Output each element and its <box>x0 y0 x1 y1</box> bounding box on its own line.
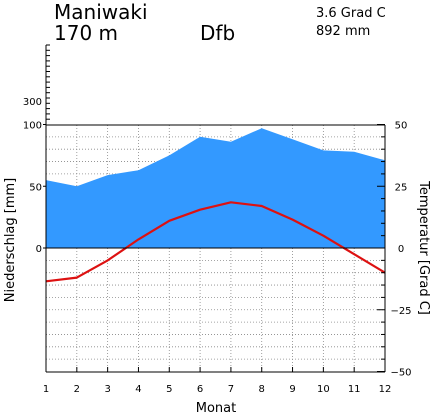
temp-tick-label: −25 <box>390 306 411 317</box>
x-tick-label: 8 <box>259 384 265 395</box>
x-tick-label: 1 <box>43 384 49 395</box>
climate-class: Dfb <box>200 21 235 45</box>
temp-tick-label: 50 <box>395 121 408 132</box>
precipitation-area <box>46 128 385 248</box>
x-tick-label: 10 <box>317 384 330 395</box>
x-tick-label: 3 <box>104 384 110 395</box>
x-tick-label: 11 <box>348 384 361 395</box>
precip-tick-label: 50 <box>29 182 42 193</box>
x-tick-label: 9 <box>289 384 295 395</box>
right-axis-label: Temperatur [Grad C] <box>416 180 431 315</box>
mean-temperature: 3.6 Grad C <box>316 6 386 21</box>
axes <box>43 44 386 373</box>
station-elevation: 170 m <box>54 21 118 45</box>
precip-tick-label: 100 <box>23 121 42 132</box>
x-tick-label: 7 <box>228 384 234 395</box>
temp-tick-label: 25 <box>395 182 408 193</box>
precipitation-area-layer <box>45 128 386 248</box>
temp-tick-label: −50 <box>390 368 411 379</box>
x-tick-label: 4 <box>135 384 141 395</box>
temp-tick-label: 0 <box>398 244 404 255</box>
x-tick-label: 2 <box>74 384 80 395</box>
temperature-line <box>45 201 386 283</box>
precip-tick-label: 0 <box>36 244 42 255</box>
precip-tick-label: 300 <box>23 97 42 108</box>
x-tick-label: 12 <box>379 384 392 395</box>
left-axis-label: Niederschlag [mm] <box>3 178 18 303</box>
station-name: Maniwaki <box>54 0 148 24</box>
x-tick-label: 5 <box>166 384 172 395</box>
annual-precipitation: 892 mm <box>316 24 370 39</box>
x-axis-label: Monat <box>196 401 236 416</box>
x-tick-label: 6 <box>197 384 203 395</box>
